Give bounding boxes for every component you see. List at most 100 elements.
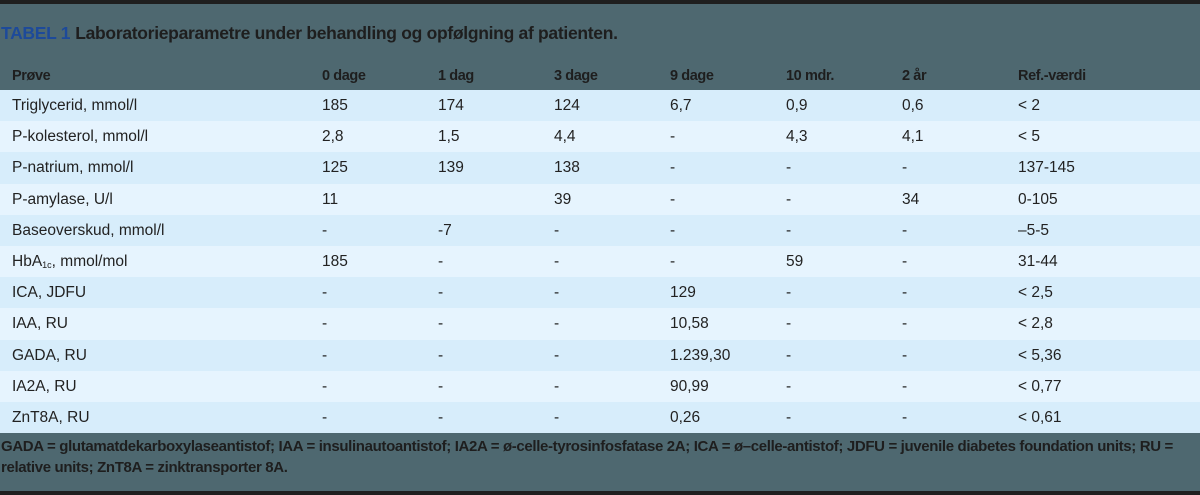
table-cell: 0,9 — [786, 97, 808, 114]
table-cell: - — [322, 408, 328, 426]
table-cell: - — [902, 252, 908, 270]
table-cell: 124 — [554, 97, 580, 114]
table-cell: 1,5 — [438, 128, 460, 146]
table-row: ICA, JDFU - - - 129 - - < 2,5 — [0, 277, 1200, 309]
table-cell: - — [902, 159, 908, 177]
table-cell: 185 — [322, 252, 348, 270]
table-cell: - — [554, 221, 560, 239]
table-cell: 34 — [902, 190, 920, 208]
table-header-row: Prøve 0 dage 1 dag 3 dage 9 dage 10 mdr.… — [0, 60, 1200, 90]
table-cell: - — [902, 346, 908, 364]
table-cell: - — [902, 315, 908, 333]
table-cell: 2,8 — [322, 128, 344, 146]
table-cell: - — [322, 221, 328, 239]
row-label: P-amylase, U/l — [12, 190, 113, 208]
table-cell: - — [902, 221, 908, 239]
table-caption: TABEL 1 Laboratorieparametre under behand… — [1, 23, 618, 44]
ref-value-cell: 137-145 — [1018, 159, 1075, 177]
table-cell: 0,26 — [670, 408, 701, 426]
table-cell: 59 — [786, 252, 804, 270]
table-cell: 4,3 — [786, 128, 808, 146]
header-cell: Ref.-værdi — [1018, 68, 1086, 84]
table-row: IA2A, RU - - - 90,99 - - < 0,77 — [0, 370, 1200, 402]
header-cell: 3 dage — [554, 68, 598, 84]
row-label: ZnT8A, RU — [12, 408, 90, 426]
table-cell: - — [322, 377, 328, 395]
table-row: ZnT8A, RU - - - 0,26 - - < 0,61 — [0, 401, 1200, 434]
table-cell: 90,99 — [670, 377, 709, 395]
ref-value-cell: < 2,8 — [1018, 315, 1053, 333]
table-cell: - — [670, 128, 676, 146]
header-cell: 10 mdr. — [786, 68, 834, 84]
table-cell: - — [322, 346, 328, 364]
table-row: P-natrium, mmol/l 125 139 138 - - - 137-… — [0, 152, 1200, 184]
table-cell: - — [438, 315, 444, 333]
ref-value-cell: < 0,77 — [1018, 377, 1062, 395]
ref-value-cell: < 2 — [1018, 97, 1040, 114]
table-cell: - — [786, 315, 792, 333]
row-label: IA2A, RU — [12, 377, 77, 395]
ref-value-cell: –5-5 — [1018, 221, 1050, 239]
table-row: Triglycerid, mmol/l 185 174 124 6,7 0,9 … — [0, 90, 1200, 122]
table-cell: - — [438, 377, 444, 395]
ref-value-cell: < 2,5 — [1018, 284, 1053, 302]
table-cell: - — [554, 408, 560, 426]
table-footnote: GADA = glutamatdekarboxylaseantistof; IA… — [1, 438, 1173, 476]
table-cell: - — [786, 221, 792, 239]
ref-value-cell: 0-105 — [1018, 190, 1058, 208]
row-label: P-kolesterol, mmol/l — [12, 128, 149, 146]
table-row: IAA, RU - - - 10,58 - - < 2,8 — [0, 308, 1200, 340]
table-cell: - — [902, 284, 908, 302]
table-cell: - — [902, 377, 908, 395]
table-cell: 185 — [322, 97, 348, 114]
table-cell: - — [670, 221, 676, 239]
table-title: Laboratorieparametre under behandling og… — [75, 23, 618, 43]
header-cell: 9 dage — [670, 68, 714, 84]
ref-value-cell: 31-44 — [1018, 252, 1058, 270]
ref-value-cell: < 5 — [1018, 128, 1040, 146]
table-cell: 1.239,30 — [670, 346, 731, 364]
ref-value-cell: < 5,36 — [1018, 346, 1062, 364]
header-cell: 0 dage — [322, 68, 366, 84]
table-label: TABEL 1 — [1, 23, 71, 43]
table-cell: 129 — [670, 284, 696, 302]
table-cell: - — [554, 315, 560, 333]
table-cell: 4,1 — [902, 128, 924, 146]
row-label: ICA, JDFU — [12, 284, 87, 302]
table-row: P-kolesterol, mmol/l 2,8 1,5 4,4 - 4,3 4… — [0, 121, 1200, 153]
table-cell: - — [554, 346, 560, 364]
table-cell: 10,58 — [670, 315, 709, 333]
table-row: P-amylase, U/l 11 39 - - 34 0-105 — [0, 183, 1200, 215]
table-cell: - — [438, 408, 444, 426]
table-cell: - — [438, 252, 444, 270]
table-row: Baseoverskud, mmol/l - -7 - - - - –5-5 — [0, 214, 1200, 246]
ref-value-cell: < 0,61 — [1018, 408, 1062, 426]
table-cell: - — [786, 190, 792, 208]
lab-table: Prøve 0 dage 1 dag 3 dage 9 dage 10 mdr.… — [0, 60, 1200, 434]
table-cell: - — [322, 284, 328, 302]
row-label: IAA, RU — [12, 315, 68, 333]
header-cell: 2 år — [902, 68, 927, 84]
row-label-rest: , mmol/mol — [51, 252, 128, 270]
table-cell: - — [786, 346, 792, 364]
table-cell: 125 — [322, 159, 348, 177]
header-cell: 1 dag — [438, 68, 474, 84]
table-row: HbA1c, mmol/mol 185 - - - 59 - 31-44 — [0, 245, 1200, 278]
table-cell: - — [438, 346, 444, 364]
row-label-main: HbA — [12, 252, 43, 270]
table-cell: 174 — [438, 97, 464, 114]
table-cell: - — [322, 315, 328, 333]
table-row: GADA, RU - - - 1.239,30 - - < 5,36 — [0, 339, 1200, 371]
table-cell: -7 — [438, 221, 452, 239]
table-cell: 11 — [322, 190, 339, 208]
header-cell: Prøve — [12, 68, 51, 84]
row-label: Baseoverskud, mmol/l — [12, 221, 165, 239]
table-cell: - — [554, 252, 560, 270]
table-cell: - — [786, 159, 792, 177]
table-cell: 6,7 — [670, 97, 692, 114]
table-cell: 39 — [554, 190, 572, 208]
table-cell: - — [438, 284, 444, 302]
table-cell: 4,4 — [554, 128, 576, 146]
table-cell: - — [786, 284, 792, 302]
